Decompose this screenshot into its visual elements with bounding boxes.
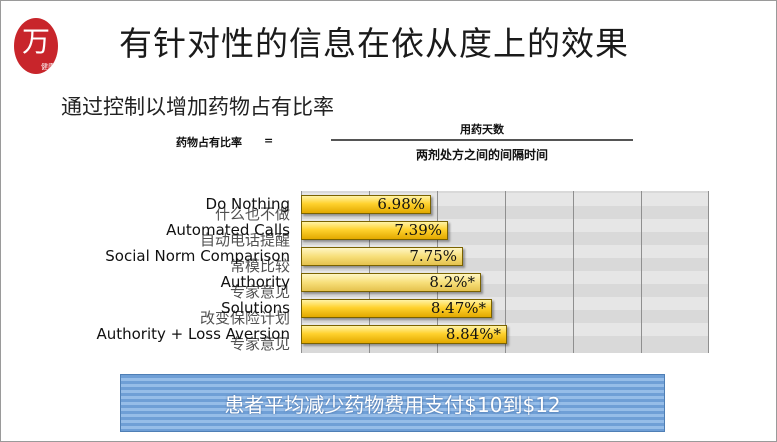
category-label: Authority [220,273,290,291]
category-label-cn: 什么也不做 [214,205,290,223]
category-label: Automated Calls [166,221,290,239]
formula-denominator: 两剂处方之间的间隔时间 [415,148,548,162]
bar-value-label: 8.2%* [429,273,475,291]
formula-label: 药物占有比率 [176,136,242,149]
bar-value-label: 7.75% [409,247,457,265]
bar [301,325,507,344]
fraction-line [331,139,633,141]
bar-value-label: 6.98% [377,195,425,213]
bar [301,221,448,240]
gridline [369,191,370,353]
gridline [708,191,709,353]
bar [301,273,481,292]
gridline [301,191,302,353]
formula-equals: = [264,134,274,147]
logo: 万 健康 [11,15,61,77]
category-label: Do Nothing [205,195,290,213]
bar-value-label: 8.47%* [430,299,486,317]
gridline [573,191,574,353]
bar [301,299,492,318]
category-label: Authority + Loss Aversion [96,325,290,343]
slide-title: 有针对性的信息在依从度上的效果 [119,24,629,63]
bar [301,247,463,266]
summary-banner-text: 患者平均减少药物费用支付$10到$12 [224,392,561,417]
category-label: Social Norm Comparison [105,247,290,265]
logo-mark: 万 [22,25,50,58]
category-label-cn: 自动电话提醒 [199,231,290,249]
gridline [505,191,506,353]
gridline [641,191,642,353]
logo-subtext: 健康 [41,62,55,71]
bar-value-label: 8.84%* [445,325,501,343]
category-label: Solutions [221,299,290,317]
gridline [437,191,438,353]
formula-numerator: 用药天数 [460,123,504,136]
bar-value-label: 7.39% [394,221,442,239]
category-label-cn: 专家意见 [229,283,290,301]
summary-banner: 患者平均减少药物费用支付$10到$12 [120,374,665,432]
category-label-cn: 专家意见 [229,335,290,353]
bar [301,195,431,214]
chart-plot-area: 6.98% 7.39% 7.75% 8.2%* 8.47%* 8.84%* [301,191,709,353]
category-label-cn: 常模比较 [229,257,290,275]
category-label-cn: 改变保险计划 [199,309,290,327]
slide-subtitle: 通过控制以增加药物占有比率 [61,95,334,119]
